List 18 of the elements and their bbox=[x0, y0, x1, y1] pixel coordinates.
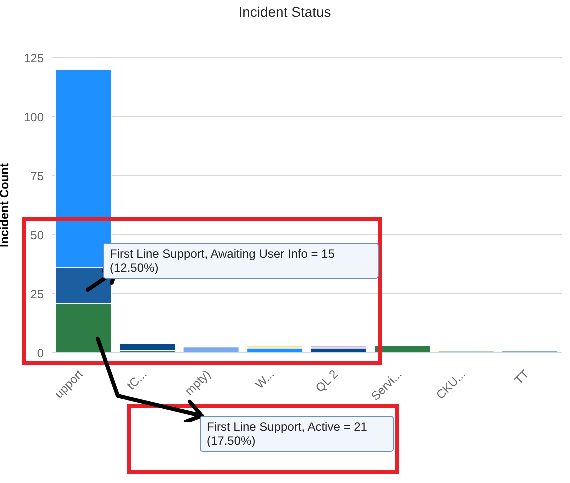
x-tick-label: TT bbox=[512, 366, 533, 388]
tooltip: First Line Support, Active = 21 (17.50%) bbox=[200, 416, 394, 452]
bar bbox=[310, 345, 368, 349]
bar bbox=[119, 343, 176, 352]
y-tick-label: 0 bbox=[37, 346, 44, 360]
y-tick-label: 100 bbox=[24, 110, 44, 124]
bar bbox=[246, 345, 304, 349]
bar bbox=[182, 346, 240, 353]
y-tick-label: 125 bbox=[24, 51, 44, 66]
y-tick-label: 25 bbox=[30, 287, 44, 302]
chart-title: Incident Status bbox=[238, 4, 332, 20]
y-tick-label: 75 bbox=[30, 169, 44, 184]
x-tick-label: QL 2 bbox=[313, 366, 342, 396]
y-axis-title: Incident Count bbox=[0, 164, 12, 248]
x-tick-label: W... bbox=[252, 367, 278, 392]
y-tick-label: 50 bbox=[30, 228, 44, 242]
tooltip: First Line Support, Awaiting User Info = 15 (12.50%) bbox=[103, 243, 379, 279]
x-tick-label: tC... bbox=[124, 367, 150, 393]
